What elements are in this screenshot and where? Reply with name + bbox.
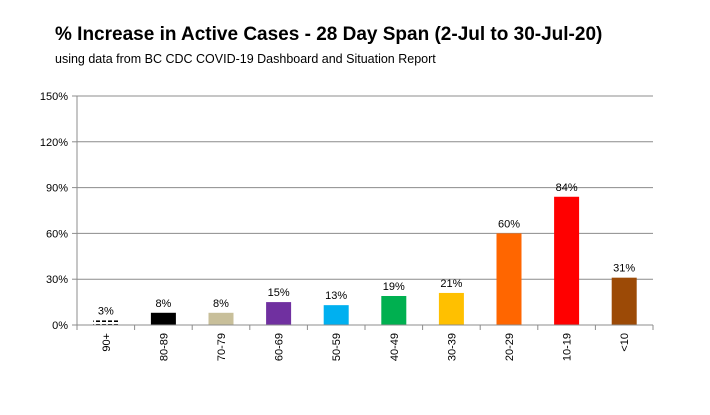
x-tick-label: 70-79: [216, 333, 228, 361]
data-label: 3%: [98, 305, 114, 317]
y-tick-label: 120%: [40, 137, 68, 149]
y-tick-label: 150%: [40, 91, 68, 103]
data-label: 8%: [213, 298, 229, 310]
x-tick-label: 90+: [101, 333, 113, 352]
bar: [150, 312, 176, 325]
data-label: 19%: [383, 281, 405, 293]
bar: [208, 312, 234, 325]
axes: [76, 96, 653, 326]
data-label: 15%: [268, 287, 290, 299]
y-tick-label: 90%: [46, 183, 68, 195]
x-tick-label: 50-59: [331, 333, 343, 361]
data-label: 13%: [325, 290, 347, 302]
x-tick-label: 60-69: [274, 333, 286, 361]
bar: [266, 302, 292, 325]
x-tick-label: 20-29: [504, 333, 516, 361]
y-axis-ticks: 0% 30% 60% 90% 120% 150%: [40, 91, 68, 332]
bar: [93, 320, 119, 325]
x-tick-label: 40-49: [389, 333, 401, 361]
data-label: 31%: [613, 263, 635, 275]
data-labels: 3% 8% 8% 15% 13% 19% 21% 60% 84% 31%: [98, 182, 636, 318]
x-tick-label: 30-39: [446, 333, 458, 361]
x-tick-label: 10-19: [562, 333, 574, 361]
data-label: 8%: [155, 298, 171, 310]
bar: [438, 292, 464, 325]
x-tick-label: 80-89: [158, 333, 170, 361]
bar: [554, 196, 580, 325]
data-label: 60%: [498, 218, 520, 230]
y-tick-label: 60%: [46, 228, 68, 240]
y-tick-label: 0%: [52, 320, 68, 332]
bar: [611, 277, 637, 325]
data-label: 84%: [556, 182, 578, 194]
data-label: 21%: [440, 278, 462, 290]
bar: [323, 305, 349, 325]
bar: [496, 233, 522, 325]
chart-subtitle: using data from BC CDC COVID-19 Dashboar…: [55, 52, 436, 66]
bar: [381, 295, 407, 325]
chart-title: % Increase in Active Cases - 28 Day Span…: [55, 24, 603, 45]
x-axis-ticks: 90+ 80-89 70-79 60-69 50-59 40-49 30-39 20-29 10…: [76, 325, 654, 361]
bars: [93, 196, 637, 325]
x-tick-label: <10: [619, 333, 631, 352]
y-tick-label: 30%: [46, 274, 68, 286]
